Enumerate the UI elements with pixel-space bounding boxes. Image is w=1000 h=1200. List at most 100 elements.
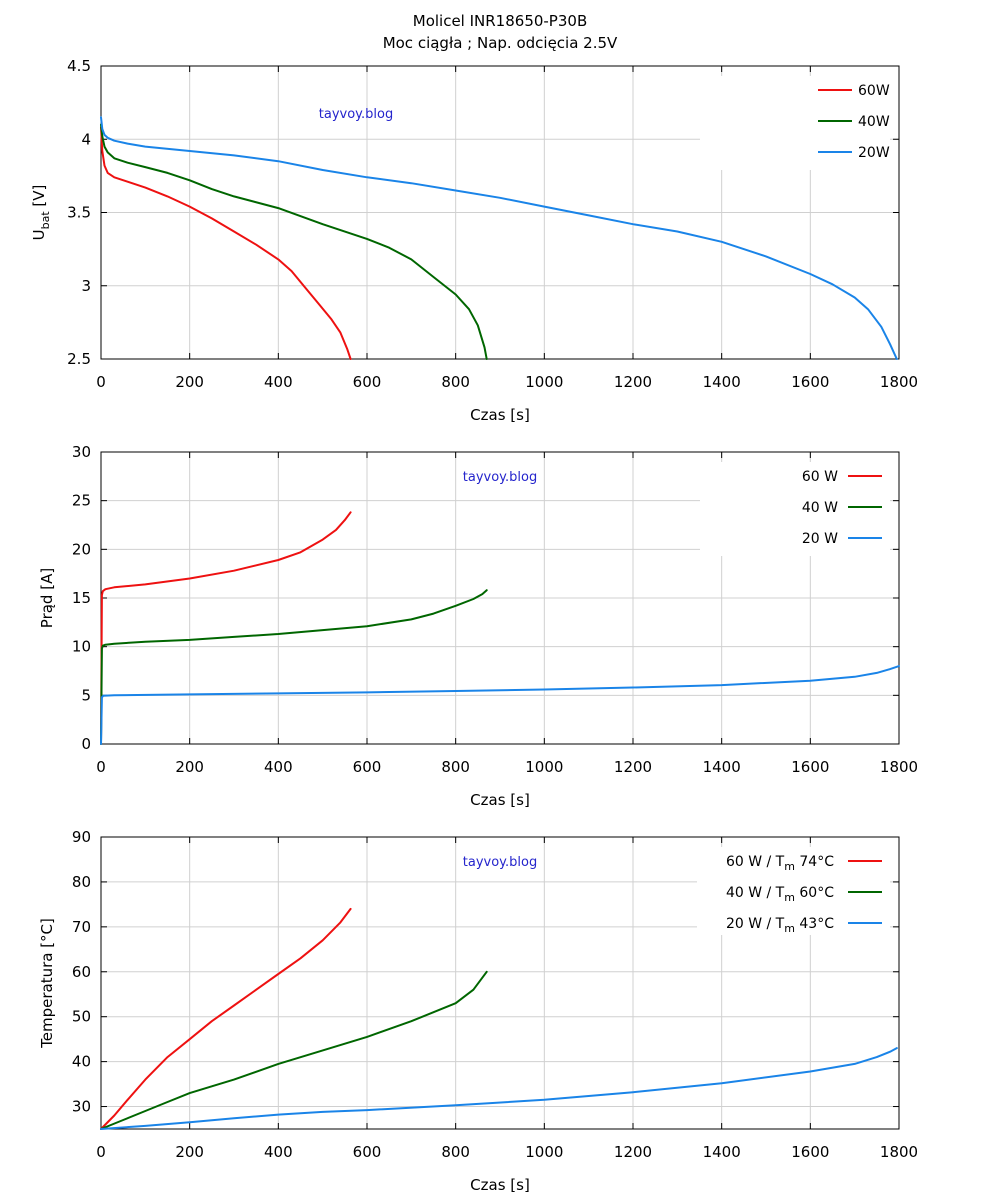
x-tick-label: 600 <box>353 758 382 776</box>
x-tick-label: 1200 <box>614 373 652 391</box>
y-tick-label: 40 <box>72 1053 91 1071</box>
x-tick-label: 1400 <box>703 373 741 391</box>
x-axis-label: Czas [s] <box>470 406 530 424</box>
y-tick-label: 5 <box>81 686 91 704</box>
legend-label-sub: m <box>784 891 795 904</box>
series-line-60w <box>100 126 352 360</box>
chart-temperature: tayvoy.blog 0 200 400 600 800 1000 1200 1400 1600… <box>38 828 918 1194</box>
x-tick-label: 1400 <box>703 1143 741 1161</box>
page-title: Molicel INR18650-P30B <box>412 12 588 30</box>
legend-label-main: 20W <box>858 145 890 161</box>
x-tick-label: 800 <box>441 758 470 776</box>
x-tick-label: 200 <box>175 1143 204 1161</box>
x-tick-label: 1200 <box>614 758 652 776</box>
x-tick-label: 0 <box>96 1143 106 1161</box>
page-subtitle: Moc ciągła ; Nap. odcięcia 2.5V <box>382 34 618 52</box>
series-line-20w <box>100 116 898 360</box>
x-tick-label: 1800 <box>880 1143 918 1161</box>
series-line-40wt <box>100 970 488 1130</box>
y-tick-label: 4 <box>81 130 91 148</box>
plot-frame <box>100 836 900 1130</box>
legend-label-main: 20 W <box>802 531 838 547</box>
x-tick-label: 1600 <box>791 758 829 776</box>
legend-label-suffix: 60°C <box>795 885 834 901</box>
y-tick-label: 90 <box>72 828 91 846</box>
x-tick-label: 1000 <box>525 758 563 776</box>
series-line-60w <box>100 511 352 745</box>
legend-box <box>700 462 890 556</box>
legend-label-suffix: 74°C <box>795 854 834 870</box>
y-tick-label: 3.5 <box>67 204 91 222</box>
y-tick-label: 3 <box>81 277 91 295</box>
y-axis-label-main: U <box>30 229 48 240</box>
watermark-text: tayvoy.blog <box>463 855 537 870</box>
legend-label: 20 W / Tm 43°C <box>726 916 834 935</box>
legend-label-main: 60 W <box>802 469 838 485</box>
y-tick-label: 30 <box>72 1098 91 1116</box>
x-tick-label: 200 <box>175 758 204 776</box>
series-line-40w <box>100 123 488 360</box>
x-tick-label: 800 <box>441 1143 470 1161</box>
y-tick-label: 20 <box>72 540 91 558</box>
legend-label-main: 40W <box>858 114 890 130</box>
watermark-text: tayvoy.blog <box>463 470 537 485</box>
x-tick-label: 400 <box>264 758 293 776</box>
x-tick-label: 400 <box>264 1143 293 1161</box>
legend-label: 40 W <box>802 500 838 516</box>
y-tick-label: 15 <box>72 589 91 607</box>
y-tick-label: 60 <box>72 963 91 981</box>
y-axis-label-main: Temperatura [°C] <box>38 918 56 1049</box>
legend: 60 W / Tm 74°C40 W / Tm 60°C20 W / Tm 43… <box>697 847 890 935</box>
y-axis-label-unit: [V] <box>30 185 48 212</box>
series-line-40w <box>100 589 488 745</box>
legend-label: 20 W <box>802 531 838 547</box>
y-axis-label-sub: bat <box>39 211 52 230</box>
legend-label: 60 W / Tm 74°C <box>726 854 834 873</box>
legend: 60W 40W 20W <box>700 76 890 170</box>
x-tick-label: 800 <box>441 373 470 391</box>
x-tick-label: 1000 <box>525 1143 563 1161</box>
legend-box <box>700 76 890 170</box>
legend-label-sub: m <box>784 860 795 873</box>
legend-label: 20W <box>858 145 890 161</box>
legend: 60 W 40 W 20 W <box>700 462 890 556</box>
series-line-60wt <box>100 907 352 1130</box>
legend-label-main: 40 W / T <box>726 885 785 901</box>
legend-label-main: 60W <box>858 83 890 99</box>
legend-label-main: 20 W / T <box>726 916 785 932</box>
y-axis-label: Temperatura [°C] <box>38 918 56 1049</box>
legend-label-main: 40 W <box>802 500 838 516</box>
y-tick-label: 25 <box>72 492 91 510</box>
x-axis-label: Czas [s] <box>470 791 530 809</box>
y-tick-label: 70 <box>72 918 91 936</box>
x-tick-label: 1200 <box>614 1143 652 1161</box>
y-axis-label: Ubat [V] <box>30 185 52 241</box>
x-tick-label: 1800 <box>880 758 918 776</box>
x-tick-label: 600 <box>353 1143 382 1161</box>
x-axis-label: Czas [s] <box>470 1176 530 1194</box>
x-tick-label: 1000 <box>525 373 563 391</box>
y-tick-label: 10 <box>72 638 91 656</box>
legend-label: 40 W / Tm 60°C <box>726 885 834 904</box>
y-tick-label: 2.5 <box>67 350 91 368</box>
legend-label: 40W <box>858 114 890 130</box>
y-tick-label: 30 <box>72 443 91 461</box>
chart-voltage: tayvoy.blog 0 200 400 600 800 1000 1200 1400 1600… <box>30 57 918 424</box>
watermark-text: tayvoy.blog <box>319 107 393 122</box>
x-tick-label: 200 <box>175 373 204 391</box>
y-tick-label: 4.5 <box>67 57 91 75</box>
x-tick-label: 0 <box>96 758 106 776</box>
y-tick-label: 80 <box>72 873 91 891</box>
y-tick-label: 0 <box>81 735 91 753</box>
x-tick-label: 1400 <box>703 758 741 776</box>
legend-label-suffix: 43°C <box>795 916 834 932</box>
x-tick-label: 1800 <box>880 373 918 391</box>
legend-label: 60 W <box>802 469 838 485</box>
x-tick-label: 400 <box>264 373 293 391</box>
legend-label-sub: m <box>784 922 795 935</box>
y-axis-label: Prąd [A] <box>38 568 56 628</box>
x-tick-label: 600 <box>353 373 382 391</box>
